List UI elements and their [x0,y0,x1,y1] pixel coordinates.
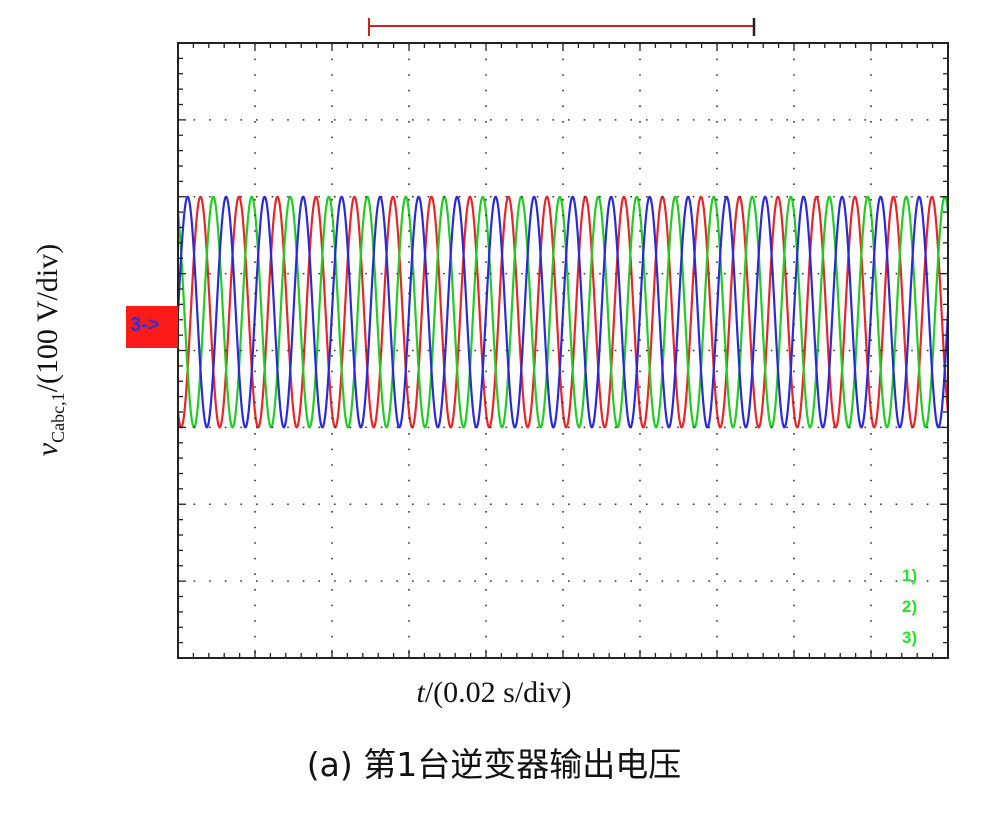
waveform-traces [176,195,950,429]
ground-marker [126,306,178,348]
plot-frame [177,42,949,659]
minor-ticks [177,42,949,659]
y-axis-label-var: v [31,442,64,457]
y-axis-label: vCabc,1/(100 V/div) [20,170,80,530]
waveform-series-2 [176,195,950,429]
x-axis-label: t/(0.02 s/div) [0,676,988,710]
waveform-series-1 [176,195,950,429]
waveform-series-3 [176,195,950,429]
y-axis-label-unit: /(100 V/div) [31,243,64,393]
figure-caption: (a) 第1台逆变器输出电压 [306,745,682,784]
ground-marker-label: 3-> [130,314,160,336]
trace-label-3: 3) [902,628,918,647]
trace-label-2: 2) [902,597,918,616]
x-axis-label-unit: /(0.02 s/div) [424,676,572,709]
grid-lines [178,43,948,658]
y-axis-label-sub: Cabc,1 [48,392,68,443]
trace-label-1: 1) [902,566,918,585]
x-axis-label-var: t [416,676,425,709]
trigger-bar [368,18,756,36]
